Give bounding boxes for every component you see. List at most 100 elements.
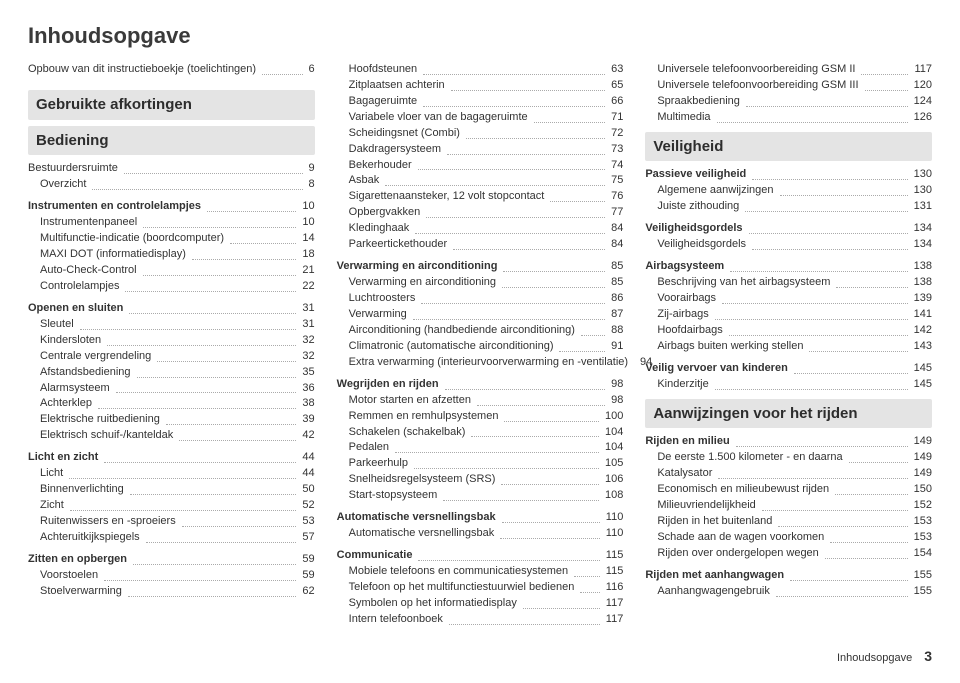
toc-entry-row[interactable]: Voorairbags139 <box>645 291 932 307</box>
toc-entry-row[interactable]: Verwarming87 <box>337 307 624 323</box>
toc-entry-row[interactable]: Ruitenwissers en -sproeiers53 <box>28 514 315 530</box>
toc-entry-row[interactable]: Snelheidsregelsysteem (SRS)106 <box>337 472 624 488</box>
toc-entry-row[interactable]: Zij-airbags141 <box>645 307 932 323</box>
toc-entry-row[interactable]: Motor starten en afzetten98 <box>337 393 624 409</box>
toc-entry-row[interactable]: Hoofdsteunen63 <box>337 62 624 78</box>
toc-entry-row[interactable]: Airconditioning (handbediende airconditi… <box>337 323 624 339</box>
toc-entry-row[interactable]: Pedalen104 <box>337 440 624 456</box>
toc-group-row[interactable]: Wegrijden en rijden98 <box>337 377 624 393</box>
toc-entry-row[interactable]: Centrale vergrendeling32 <box>28 349 315 365</box>
toc-group-row[interactable]: Instrumenten en controlelampjes10 <box>28 199 315 215</box>
toc-entry-row[interactable]: Kledinghaak84 <box>337 221 624 237</box>
toc-entry-row[interactable]: Universele telefoonvoorbereiding GSM II1… <box>645 62 932 78</box>
toc-entry-row[interactable]: De eerste 1.500 kilometer - en daarna149 <box>645 450 932 466</box>
toc-entry-row[interactable]: Variabele vloer van de bagageruimte71 <box>337 110 624 126</box>
toc-entry-row[interactable]: Alarmsysteem36 <box>28 381 315 397</box>
toc-entry-row[interactable]: Asbak75 <box>337 173 624 189</box>
toc-group-row[interactable]: Openen en sluiten31 <box>28 301 315 317</box>
toc-entry-row[interactable]: Universele telefoonvoorbereiding GSM III… <box>645 78 932 94</box>
toc-entry-row[interactable]: Juiste zithouding131 <box>645 199 932 215</box>
toc-entry-label: Variabele vloer van de bagageruimte <box>337 110 530 126</box>
toc-page-number: 120 <box>912 78 932 94</box>
toc-entry-row[interactable]: Achteruitkijkspiegels57 <box>28 530 315 546</box>
toc-entry-row[interactable]: Multifunctie-indicatie (boordcomputer)14 <box>28 231 315 247</box>
toc-entry-row[interactable]: Licht44 <box>28 466 315 482</box>
toc-group-row[interactable]: Verwarming en airconditioning85 <box>337 259 624 275</box>
toc-group-row[interactable]: Zitten en opbergen59 <box>28 552 315 568</box>
toc-entry-row[interactable]: Hoofdairbags142 <box>645 323 932 339</box>
toc-entry-row[interactable]: Verwarming en airconditioning85 <box>337 275 624 291</box>
toc-page-number: 6 <box>307 62 315 78</box>
toc-group-row[interactable]: Passieve veiligheid130 <box>645 167 932 183</box>
toc-group-row[interactable]: Veiligheidsgordels134 <box>645 221 932 237</box>
toc-entry-row[interactable]: Dakdragersysteem73 <box>337 142 624 158</box>
toc-entry-row[interactable]: Opbouw van dit instructieboekje (toelich… <box>28 62 315 78</box>
toc-leader <box>179 440 296 441</box>
toc-entry-row[interactable]: Schakelen (schakelbak)104 <box>337 425 624 441</box>
toc-entry-row[interactable]: Opbergvakken77 <box>337 205 624 221</box>
toc-entry-row[interactable]: Milieuvriendelijkheid152 <box>645 498 932 514</box>
toc-entry-row[interactable]: Algemene aanwijzingen130 <box>645 183 932 199</box>
toc-entry-row[interactable]: Achterklep38 <box>28 396 315 412</box>
toc-entry-row[interactable]: Zicht52 <box>28 498 315 514</box>
toc-entry-label: Verwarming en airconditioning <box>337 259 500 275</box>
toc-entry-row[interactable]: Aanhangwagengebruik155 <box>645 584 932 600</box>
toc-entry-row[interactable]: Bekerhouder74 <box>337 158 624 174</box>
toc-group-row[interactable]: Veilig vervoer van kinderen145 <box>645 361 932 377</box>
toc-entry-row[interactable]: Economisch en milieubewust rijden150 <box>645 482 932 498</box>
toc-entry-row[interactable]: Elektrische ruitbediening39 <box>28 412 315 428</box>
toc-entry-label: Beschrijving van het airbagsysteem <box>645 275 832 291</box>
toc-group-row[interactable]: Rijden met aanhangwagen155 <box>645 568 932 584</box>
toc-entry-row[interactable]: Voorstoelen59 <box>28 568 315 584</box>
toc-entry-row[interactable]: Symbolen op het informatiedisplay117 <box>337 596 624 612</box>
toc-entry-row[interactable]: Parkeertickethouder84 <box>337 237 624 253</box>
toc-entry-row[interactable]: Controlelampjes22 <box>28 279 315 295</box>
toc-entry-row[interactable]: Veiligheidsgordels134 <box>645 237 932 253</box>
toc-entry-row[interactable]: Luchtroosters86 <box>337 291 624 307</box>
toc-entry-row[interactable]: Binnenverlichting50 <box>28 482 315 498</box>
toc-entry-row[interactable]: Schade aan de wagen voorkomen153 <box>645 530 932 546</box>
toc-entry-row[interactable]: Kindersloten32 <box>28 333 315 349</box>
toc-group-row[interactable]: Licht en zicht44 <box>28 450 315 466</box>
toc-entry-row[interactable]: Mobiele telefoons en communicatiesysteme… <box>337 564 624 580</box>
toc-group-row[interactable]: Rijden en milieu149 <box>645 434 932 450</box>
toc-entry-row[interactable]: Kinderzitje145 <box>645 377 932 393</box>
toc-entry-row[interactable]: Zitplaatsen achterin65 <box>337 78 624 94</box>
toc-entry-row[interactable]: Sleutel31 <box>28 317 315 333</box>
toc-entry-label: Parkeerhulp <box>337 456 410 472</box>
toc-entry-row[interactable]: Sigarettenaansteker, 12 volt stopcontact… <box>337 189 624 205</box>
toc-entry-row[interactable]: Rijden in het buitenland153 <box>645 514 932 530</box>
toc-leader <box>794 373 908 374</box>
toc-group-row[interactable]: Airbagsysteem138 <box>645 259 932 275</box>
toc-entry-row[interactable]: Elektrisch schuif-/kanteldak42 <box>28 428 315 444</box>
toc-entry-row[interactable]: MAXI DOT (informatiedisplay)18 <box>28 247 315 263</box>
toc-entry-label: Wegrijden en rijden <box>337 377 441 393</box>
toc-entry-row[interactable]: Bagageruimte66 <box>337 94 624 110</box>
toc-entry-row[interactable]: Intern telefoonboek117 <box>337 612 624 628</box>
toc-page-number: 86 <box>609 291 623 307</box>
toc-entry-row[interactable]: Automatische versnellingsbak110 <box>337 526 624 542</box>
toc-entry-row[interactable]: Afstandsbediening35 <box>28 365 315 381</box>
toc-entry-row[interactable]: Rijden over ondergelopen wegen154 <box>645 546 932 562</box>
toc-entry-row[interactable]: Spraakbediening124 <box>645 94 932 110</box>
toc-entry-row[interactable]: Telefoon op het multifunctiestuurwiel be… <box>337 580 624 596</box>
toc-entry-row[interactable]: Scheidingsnet (Combi)72 <box>337 126 624 142</box>
toc-entry-row[interactable]: Extra verwarming (interieurvoorverwarmin… <box>337 355 624 371</box>
toc-entry-row[interactable]: Start-stopsysteem108 <box>337 488 624 504</box>
toc-entry-row[interactable]: Parkeerhulp105 <box>337 456 624 472</box>
toc-entry-row[interactable]: Climatronic (automatische airconditionin… <box>337 339 624 355</box>
toc-group-row[interactable]: Automatische versnellingsbak110 <box>337 510 624 526</box>
toc-leader <box>830 542 907 543</box>
toc-entry-row[interactable]: Katalysator149 <box>645 466 932 482</box>
toc-entry-row[interactable]: Remmen en remhulpsystemen100 <box>337 409 624 425</box>
toc-group-row[interactable]: Communicatie115 <box>337 548 624 564</box>
toc-entry-label: Multimedia <box>645 110 712 126</box>
toc-entry-row[interactable]: Overzicht8 <box>28 177 315 193</box>
toc-entry-row[interactable]: Multimedia126 <box>645 110 932 126</box>
toc-entry-row[interactable]: Airbags buiten werking stellen143 <box>645 339 932 355</box>
toc-entry-row[interactable]: Instrumentenpaneel10 <box>28 215 315 231</box>
toc-entry-row[interactable]: Bestuurdersruimte9 <box>28 161 315 177</box>
toc-entry-row[interactable]: Beschrijving van het airbagsysteem138 <box>645 275 932 291</box>
toc-entry-row[interactable]: Auto-Check-Control21 <box>28 263 315 279</box>
toc-entry-row[interactable]: Stoelverwarming62 <box>28 584 315 600</box>
